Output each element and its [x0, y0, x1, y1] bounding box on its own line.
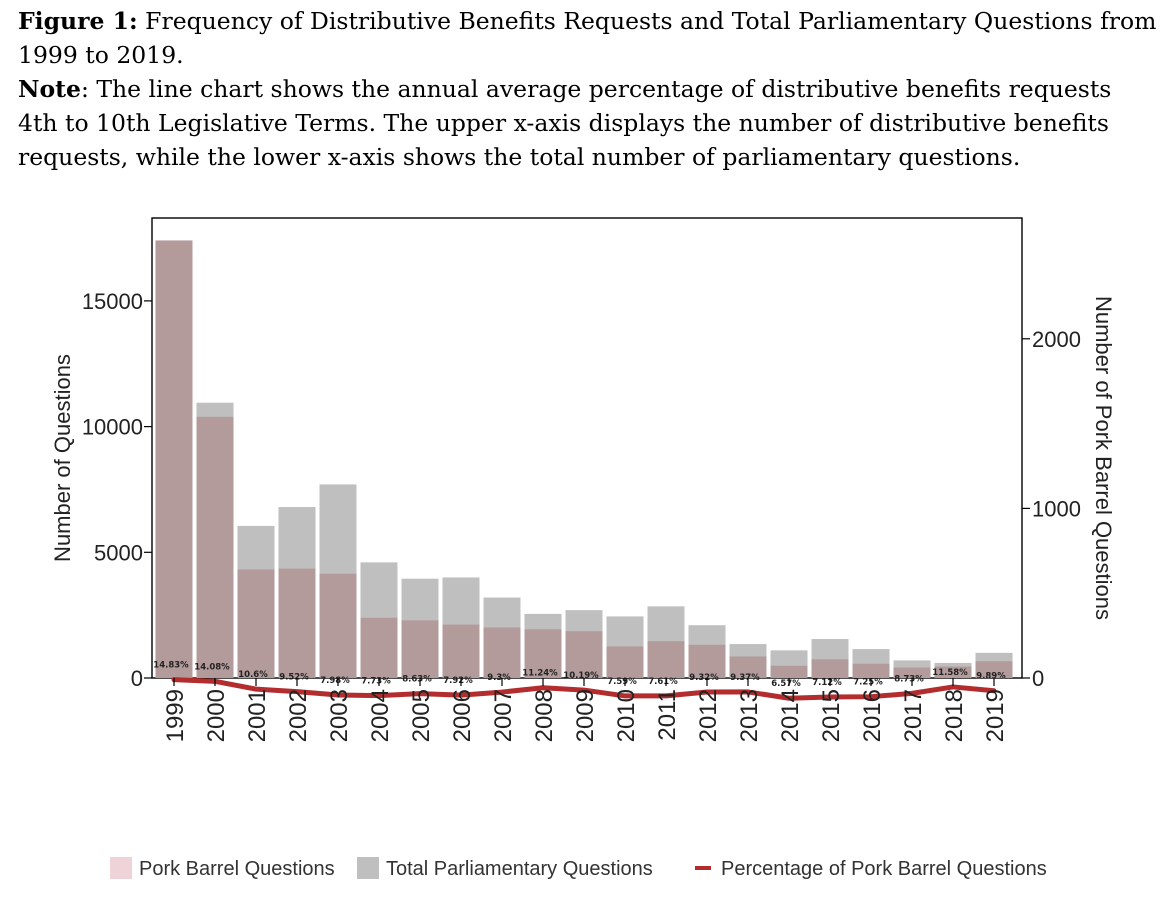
- x-tick-label-2008: 2008: [531, 689, 558, 742]
- legend-label-3: Percentage of Pork Barrel Questions: [721, 858, 1047, 880]
- pork-bar-2007: [483, 627, 521, 678]
- x-tick-label-2016: 2016: [859, 689, 886, 742]
- pork-bar-2001: [237, 569, 275, 678]
- x-tick-label-1999: 1999: [162, 689, 189, 742]
- x-tick-label-2011: 2011: [654, 689, 681, 741]
- percentage-label-2014: 6.57%: [771, 679, 801, 689]
- y2-tick-label-0: 0: [1032, 666, 1044, 691]
- x-tick-label-2000: 2000: [203, 689, 230, 742]
- right-y-axis: 0 1000 2000: [1022, 327, 1081, 691]
- pork-bar-2017: [893, 667, 931, 678]
- pork-bar-2011: [647, 641, 685, 678]
- percentage-label-2001: 10.6%: [238, 670, 268, 680]
- pork-bar-2013: [729, 656, 767, 678]
- percentage-label-2016: 7.25%: [853, 678, 883, 688]
- percentage-label-2013: 9.37%: [730, 673, 760, 683]
- percentage-label-2003: 7.98%: [320, 676, 350, 686]
- percentage-labels: 14.83% 14.08% 10.6% 9.52% 7.98% 7.73% 8.63% 7.9…: [153, 661, 1006, 690]
- x-axis: 1999 2000 2001 2002 2003 2004 2005 2006 2007 2008…: [162, 678, 1009, 742]
- x-tick-label-2005: 2005: [408, 689, 435, 742]
- pork-bar-2005: [401, 620, 439, 678]
- pork-bar-2009: [565, 631, 603, 678]
- x-tick-label-2012: 2012: [695, 689, 722, 742]
- y2-tick-label-1000: 1000: [1032, 496, 1081, 521]
- pork-bar-1999: [155, 240, 193, 678]
- percentage-label-2018: 11.58%: [932, 668, 968, 678]
- note-label: Note: [18, 75, 81, 103]
- percentage-label-2019: 9.89%: [976, 672, 1006, 682]
- figure-title-line: Figure 1: Frequency of Distributive Bene…: [18, 4, 1158, 72]
- x-tick-label-2004: 2004: [367, 689, 394, 742]
- y2-axis-title: Number of Pork Barrel Questions: [1091, 296, 1116, 620]
- percentage-label-2004: 7.73%: [361, 677, 391, 687]
- pork-bar-2019: [975, 661, 1013, 678]
- legend-label-1: Pork Barrel Questions: [139, 858, 335, 880]
- pork-bar-2004: [360, 617, 398, 678]
- x-tick-label-2010: 2010: [613, 689, 640, 742]
- pork-barrel-bars: [155, 240, 1013, 678]
- percentage-label-2011: 7.61%: [648, 677, 678, 687]
- percentage-line: [171, 677, 997, 701]
- pork-bar-2010: [606, 646, 644, 678]
- y-tick-label-0: 0: [131, 666, 143, 691]
- legend: Pork Barrel Questions Total Parliamentary…: [110, 857, 1047, 880]
- legend-swatch-2: [357, 857, 379, 879]
- legend-swatch-1: [110, 857, 132, 879]
- percentage-label-2005: 8.63%: [402, 675, 432, 685]
- note-text: : The line chart shows the annual averag…: [18, 75, 1112, 171]
- figure-note-line: Note: The line chart shows the annual av…: [18, 72, 1158, 174]
- pork-bar-2003: [319, 573, 357, 678]
- pork-bar-2002: [278, 568, 316, 678]
- x-tick-label-2015: 2015: [818, 689, 845, 742]
- x-tick-label-2009: 2009: [572, 689, 599, 742]
- pork-bar-2018: [934, 666, 972, 678]
- y-tick-label-10000: 10000: [82, 415, 143, 440]
- legend-label-2: Total Parliamentary Questions: [386, 858, 653, 880]
- pork-bar-2014: [770, 665, 808, 678]
- percentage-label-2017: 8.73%: [894, 674, 924, 684]
- percentage-label-2006: 7.92%: [443, 676, 473, 686]
- x-tick-label-2007: 2007: [490, 689, 517, 742]
- figure-label: Figure 1:: [18, 7, 138, 35]
- percentage-label-2000: 14.08%: [194, 662, 230, 672]
- percentage-label-2015: 7.12%: [812, 678, 842, 688]
- pork-bar-2016: [852, 663, 890, 678]
- y-tick-label-15000: 15000: [82, 289, 143, 314]
- y-tick-label-5000: 5000: [94, 540, 143, 565]
- pork-bar-2015: [811, 659, 849, 678]
- y2-tick-label-2000: 2000: [1032, 327, 1081, 352]
- percentage-label-2002: 9.52%: [279, 673, 309, 683]
- x-tick-label-2014: 2014: [777, 689, 804, 742]
- y-axis-title: Number of Questions: [50, 354, 75, 562]
- figure-title: Frequency of Distributive Benefits Reque…: [18, 7, 1157, 69]
- x-tick-label-2003: 2003: [326, 689, 353, 742]
- pork-bar-2008: [524, 629, 562, 678]
- x-tick-label-2002: 2002: [285, 689, 312, 742]
- x-tick-label-2018: 2018: [941, 689, 968, 742]
- percentage-line-layer: [171, 677, 997, 701]
- percentage-label-2007: 9.3%: [487, 673, 511, 683]
- pork-bar-2000: [196, 416, 234, 678]
- x-tick-label-2006: 2006: [449, 689, 476, 742]
- figure-caption: Figure 1: Frequency of Distributive Bene…: [18, 4, 1158, 174]
- percentage-label-2009: 10.19%: [563, 671, 599, 681]
- percentage-label-2012: 9.32%: [689, 673, 719, 683]
- x-tick-label-2019: 2019: [982, 689, 1009, 742]
- pork-bar-2006: [442, 624, 480, 678]
- left-y-axis: 0 5000 10000 15000: [82, 289, 152, 691]
- x-tick-label-2017: 2017: [900, 689, 927, 742]
- x-tick-label-2013: 2013: [736, 689, 763, 742]
- percentage-label-1999: 14.83%: [153, 661, 189, 671]
- x-tick-label-2001: 2001: [244, 689, 271, 742]
- pork-bar-2012: [688, 644, 726, 678]
- percentage-label-2010: 7.59%: [607, 677, 637, 687]
- percentage-label-2008: 11.24%: [522, 669, 558, 679]
